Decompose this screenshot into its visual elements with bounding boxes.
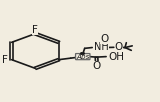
Text: F: F xyxy=(32,25,38,35)
Text: Abs: Abs xyxy=(76,54,89,60)
Text: NH: NH xyxy=(94,42,109,52)
Text: F: F xyxy=(1,55,7,65)
Text: OH: OH xyxy=(108,52,124,62)
Text: O: O xyxy=(93,61,101,71)
FancyBboxPatch shape xyxy=(76,54,90,60)
Text: O: O xyxy=(115,42,123,52)
Text: O: O xyxy=(100,34,108,44)
